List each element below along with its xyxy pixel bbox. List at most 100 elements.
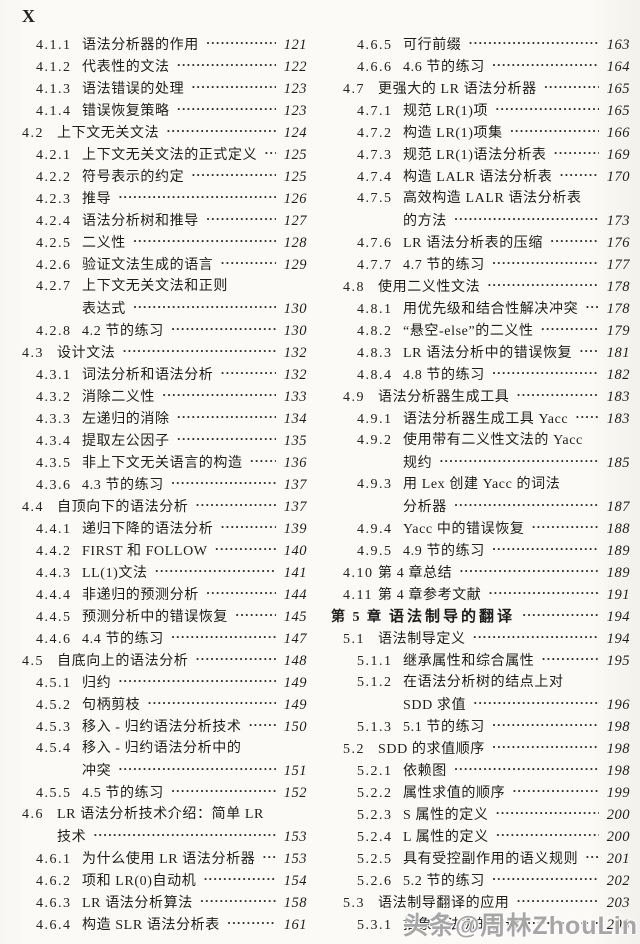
dot-leader: ········································… [170, 321, 276, 336]
toc-entry-page: 203 [606, 917, 630, 933]
toc-entry-page: 178 [606, 301, 630, 317]
dot-leader: ········································… [512, 783, 599, 798]
dot-leader: ········································… [495, 101, 599, 116]
toc-entry-title: 构造 SLR 语法分析表 [82, 918, 220, 933]
toc-entry-number: 4.4.2 [36, 544, 72, 559]
toc-entry: 4.2.4 语法分析树和推导 ···························… [10, 210, 307, 232]
toc-entry: 4.7.5 高效构造 LALR 语法分析表 [331, 188, 630, 210]
toc-entry: 4.9.2 使用带有二义性文法的 Yacc [331, 430, 630, 452]
dot-leader: ········································… [509, 123, 599, 138]
dot-leader: ········································… [176, 431, 276, 446]
toc-entry-title: 语法分析器生成工具 [378, 390, 510, 405]
toc-entry-page: 132 [283, 345, 307, 361]
toc-entry-page: 139 [283, 521, 307, 537]
toc-entry: 4.3 设计文法 ·································… [10, 342, 307, 364]
toc-entry: 4.8 使用二义性文法 ······························… [331, 276, 630, 298]
toc-entry-title: 规范 LR(1)项 [403, 104, 489, 119]
toc-entry-page: 125 [283, 169, 307, 185]
toc-entry-number: 4.6.4 [36, 918, 72, 933]
dot-leader: ········································… [220, 365, 276, 380]
toc-entry-page: 135 [283, 433, 307, 449]
toc-entry-page: 130 [283, 323, 307, 339]
toc-entry: 4.1.4 错误恢复策略 ·····························… [10, 100, 307, 122]
toc-entry: 4.1.1 语法分析器的作用 ···························… [10, 34, 307, 56]
dot-leader: ········································… [118, 189, 276, 204]
toc-entry-page: 128 [283, 235, 307, 251]
toc-entry-number: 4.3.2 [36, 390, 72, 405]
dot-leader: ········································… [579, 343, 599, 358]
dot-leader: ········································… [118, 673, 276, 688]
toc-entry-number: 5.3.1 [357, 918, 393, 933]
toc-entry-title: 使用二义性文法 [378, 280, 481, 295]
toc-entry-number: 5.1.2 [357, 675, 393, 690]
watermark-text: 头条@周林ZhouLin [403, 912, 638, 940]
toc-entry-title: 消除二义性 [82, 390, 155, 405]
toc-entry-page: 153 [283, 829, 307, 845]
toc-entry-number: 4.11 [343, 588, 373, 603]
toc-entry-page: 130 [283, 301, 307, 317]
toc-entry-number: 4.8.4 [357, 368, 393, 383]
toc-entry-number: 5.1.3 [357, 720, 393, 735]
toc-entry-title: 依赖图 [403, 764, 447, 779]
toc-entry-number: 4.2 [22, 126, 44, 141]
toc-entry: 4.3.4 提取左公因子 ·····························… [10, 430, 307, 452]
toc-entry-page: 147 [283, 631, 307, 647]
toc-entry-page: 194 [606, 631, 630, 647]
toc-entry-page: 121 [283, 37, 307, 53]
toc-entry: 4.5.5 4.5 节的练习 ···························… [10, 782, 307, 804]
dot-leader: ········································… [248, 717, 276, 732]
toc-entry-number: 4.3 [22, 346, 44, 361]
toc-entry-number: 4.7.1 [357, 104, 393, 119]
toc-entry-title: 二义性 [82, 236, 126, 251]
toc-entry-continuation: 冲突 ······································… [10, 760, 307, 782]
dot-leader: ········································… [154, 563, 276, 578]
toc-entry-title: 上下文无关文法的正式定义 [82, 148, 258, 163]
toc-entry-number: 5.2.4 [357, 830, 393, 845]
toc-entry-title: 抽象语法树的构造 [403, 918, 520, 933]
toc-entry-page: 161 [283, 917, 307, 933]
toc-entry-number: 4.2.3 [36, 192, 72, 207]
toc-entry-number: 4.7.3 [357, 148, 393, 163]
toc-entry-number: 4.3.4 [36, 434, 72, 449]
toc-entry-title: 4.9 节的练习 [403, 544, 485, 559]
dot-leader: ········································… [162, 387, 276, 402]
toc-entry-number: 4.9.1 [357, 412, 393, 427]
dot-leader: ········································… [487, 277, 599, 292]
dot-leader: ········································… [191, 79, 276, 94]
toc-entry-page: 163 [606, 37, 630, 53]
toc-entry: 4.6.1 为什么使用 LR 语法分析器 ·····················… [10, 848, 307, 870]
dot-leader: ········································… [226, 915, 276, 930]
toc-entry: 5.3.1 抽象语法树的构造 ···························… [331, 914, 630, 936]
toc-entry-number: 4.8 [343, 280, 365, 295]
toc-entry: 5.1.3 5.1 节的练习 ···························… [331, 716, 630, 738]
toc-entry-number: 5.2.5 [357, 852, 393, 867]
toc-entry-title: LR 语法分析算法 [82, 896, 193, 911]
toc-entry: 4.2.5 二义性 ································… [10, 232, 307, 254]
toc-entry-number: 4.6.1 [36, 852, 72, 867]
toc-entry-number: 4.4.5 [36, 610, 72, 625]
dot-leader: ········································… [522, 607, 599, 622]
toc-entry-page: 137 [283, 499, 307, 515]
toc-entry-number: 4.2.6 [36, 258, 72, 273]
dot-leader: ········································… [559, 167, 599, 182]
toc-entry: 4.8.4 4.8 节的练习 ···························… [331, 364, 630, 386]
toc-entry-continuation: SDD 求值 ··································… [331, 694, 630, 716]
toc-entry-title-line2: 技术 [57, 830, 87, 845]
toc-entry-page: 152 [283, 785, 307, 801]
dot-leader: ········································… [147, 695, 276, 710]
dot-leader: ········································… [203, 871, 276, 886]
toc-entry-page: 195 [606, 653, 630, 669]
toc-entry-title: LR 语法分析技术介绍：简单 LR [57, 807, 264, 822]
toc-entry-number: 4.3.3 [36, 412, 72, 427]
dot-leader: ········································… [491, 57, 599, 72]
toc-entry-number: 4.7.4 [357, 170, 393, 185]
toc-entry-page: 148 [283, 653, 307, 669]
toc-entry: 4.6.2 项和 LR(0)自动机 ························… [10, 870, 307, 892]
toc-entry-number: 5.2.2 [357, 786, 393, 801]
toc-entry-title: 非递归的预测分析 [82, 588, 199, 603]
toc-entry: 4.7.3 规范 LR(1)语法分析表 ······················… [331, 144, 630, 166]
dot-leader: ········································… [541, 651, 599, 666]
toc-entry-number: 4.9 [343, 390, 365, 405]
toc-entry-number: 4.6 [22, 807, 44, 822]
toc-entry-page: 191 [606, 587, 630, 603]
